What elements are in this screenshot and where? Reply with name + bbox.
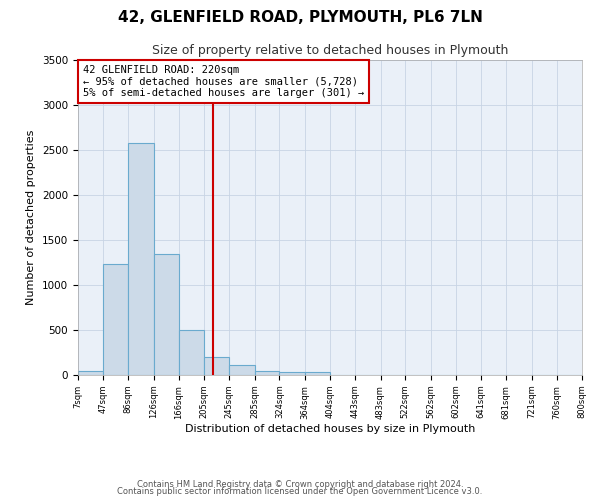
Bar — [305, 372, 331, 375]
Bar — [229, 365, 254, 375]
Bar — [78, 370, 103, 375]
X-axis label: Distribution of detached houses by size in Plymouth: Distribution of detached houses by size … — [185, 424, 475, 434]
Text: 42 GLENFIELD ROAD: 220sqm
← 95% of detached houses are smaller (5,728)
5% of sem: 42 GLENFIELD ROAD: 220sqm ← 95% of detac… — [83, 64, 364, 98]
Y-axis label: Number of detached properties: Number of detached properties — [26, 130, 37, 305]
Bar — [179, 330, 204, 375]
Bar — [204, 357, 229, 375]
Bar — [154, 254, 179, 375]
Text: Contains HM Land Registry data © Crown copyright and database right 2024.: Contains HM Land Registry data © Crown c… — [137, 480, 463, 489]
Bar — [280, 372, 305, 375]
Text: Contains public sector information licensed under the Open Government Licence v3: Contains public sector information licen… — [118, 487, 482, 496]
Title: Size of property relative to detached houses in Plymouth: Size of property relative to detached ho… — [152, 44, 508, 58]
Bar — [254, 370, 280, 375]
Text: 42, GLENFIELD ROAD, PLYMOUTH, PL6 7LN: 42, GLENFIELD ROAD, PLYMOUTH, PL6 7LN — [118, 10, 482, 25]
Bar — [128, 143, 154, 375]
Bar — [103, 264, 128, 375]
